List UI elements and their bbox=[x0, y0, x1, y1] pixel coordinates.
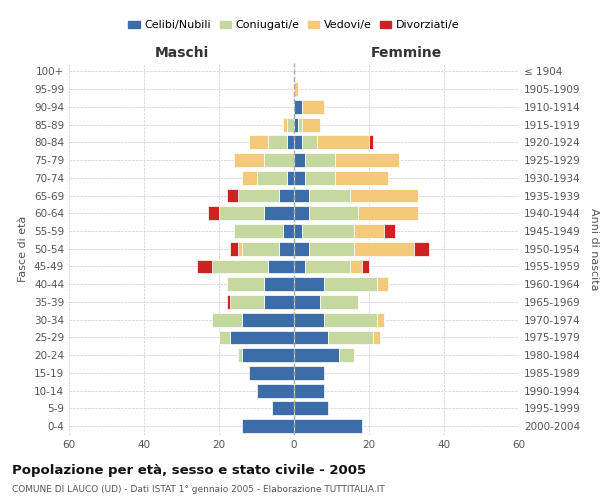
Text: Maschi: Maschi bbox=[154, 46, 209, 60]
Bar bbox=[294, 82, 298, 96]
Bar bbox=[302, 224, 354, 238]
Bar bbox=[227, 278, 264, 291]
Bar bbox=[414, 242, 429, 256]
Bar bbox=[238, 188, 279, 202]
Bar bbox=[335, 171, 388, 184]
Bar bbox=[305, 153, 335, 167]
Bar bbox=[294, 118, 298, 132]
Bar bbox=[283, 118, 287, 132]
Bar bbox=[241, 171, 257, 184]
Bar bbox=[294, 136, 302, 149]
Bar bbox=[241, 348, 294, 362]
Bar bbox=[377, 313, 384, 326]
Bar bbox=[294, 295, 320, 309]
Bar bbox=[227, 295, 230, 309]
Bar bbox=[234, 153, 264, 167]
Bar bbox=[230, 330, 294, 344]
Bar bbox=[354, 224, 384, 238]
Bar bbox=[230, 242, 238, 256]
Bar bbox=[234, 224, 283, 238]
Bar bbox=[287, 118, 294, 132]
Bar bbox=[358, 206, 418, 220]
Bar bbox=[324, 313, 377, 326]
Bar bbox=[324, 278, 377, 291]
Bar bbox=[257, 171, 287, 184]
Bar bbox=[317, 136, 369, 149]
Bar bbox=[294, 366, 324, 380]
Bar bbox=[339, 348, 354, 362]
Bar bbox=[219, 206, 264, 220]
Bar bbox=[369, 136, 373, 149]
Bar bbox=[212, 260, 268, 274]
Y-axis label: Fasce di età: Fasce di età bbox=[19, 216, 28, 282]
Bar bbox=[354, 242, 414, 256]
Y-axis label: Anni di nascita: Anni di nascita bbox=[589, 208, 599, 290]
Bar bbox=[309, 206, 358, 220]
Bar bbox=[294, 206, 309, 220]
Text: Femmine: Femmine bbox=[371, 46, 442, 60]
Bar bbox=[350, 188, 418, 202]
Bar bbox=[208, 206, 219, 220]
Bar bbox=[227, 188, 238, 202]
Bar bbox=[294, 402, 328, 415]
Bar bbox=[241, 419, 294, 433]
Text: Popolazione per età, sesso e stato civile - 2005: Popolazione per età, sesso e stato civil… bbox=[12, 464, 366, 477]
Bar bbox=[294, 419, 361, 433]
Bar bbox=[241, 242, 279, 256]
Bar bbox=[197, 260, 212, 274]
Bar bbox=[361, 260, 369, 274]
Bar bbox=[294, 153, 305, 167]
Bar bbox=[298, 118, 302, 132]
Legend: Celibi/Nubili, Coniugati/e, Vedovi/e, Divorziati/e: Celibi/Nubili, Coniugati/e, Vedovi/e, Di… bbox=[124, 16, 464, 35]
Text: COMUNE DI LAUCO (UD) - Dati ISTAT 1° gennaio 2005 - Elaborazione TUTTITALIA.IT: COMUNE DI LAUCO (UD) - Dati ISTAT 1° gen… bbox=[12, 485, 385, 494]
Bar bbox=[212, 313, 241, 326]
Bar bbox=[305, 260, 350, 274]
Bar bbox=[264, 153, 294, 167]
Bar bbox=[238, 242, 241, 256]
Bar bbox=[287, 136, 294, 149]
Bar bbox=[238, 348, 241, 362]
Bar bbox=[320, 295, 358, 309]
Bar bbox=[294, 188, 309, 202]
Bar bbox=[268, 260, 294, 274]
Bar bbox=[305, 171, 335, 184]
Bar bbox=[271, 402, 294, 415]
Bar bbox=[294, 242, 309, 256]
Bar bbox=[294, 100, 302, 114]
Bar bbox=[350, 260, 361, 274]
Bar bbox=[268, 136, 287, 149]
Bar bbox=[294, 348, 339, 362]
Bar bbox=[283, 224, 294, 238]
Bar bbox=[294, 330, 328, 344]
Bar bbox=[294, 278, 324, 291]
Bar bbox=[302, 100, 324, 114]
Bar bbox=[230, 295, 264, 309]
Bar bbox=[309, 242, 354, 256]
Bar bbox=[264, 206, 294, 220]
Bar bbox=[249, 366, 294, 380]
Bar bbox=[294, 171, 305, 184]
Bar bbox=[279, 242, 294, 256]
Bar bbox=[302, 118, 320, 132]
Bar bbox=[264, 295, 294, 309]
Bar bbox=[384, 224, 395, 238]
Bar bbox=[294, 224, 302, 238]
Bar bbox=[287, 171, 294, 184]
Bar bbox=[328, 330, 373, 344]
Bar bbox=[219, 330, 230, 344]
Bar bbox=[373, 330, 380, 344]
Bar bbox=[294, 384, 324, 398]
Bar bbox=[377, 278, 388, 291]
Bar bbox=[294, 260, 305, 274]
Bar bbox=[294, 313, 324, 326]
Bar bbox=[264, 278, 294, 291]
Bar bbox=[279, 188, 294, 202]
Bar bbox=[241, 313, 294, 326]
Bar bbox=[249, 136, 268, 149]
Bar bbox=[302, 136, 317, 149]
Bar bbox=[257, 384, 294, 398]
Bar bbox=[309, 188, 350, 202]
Bar bbox=[335, 153, 399, 167]
